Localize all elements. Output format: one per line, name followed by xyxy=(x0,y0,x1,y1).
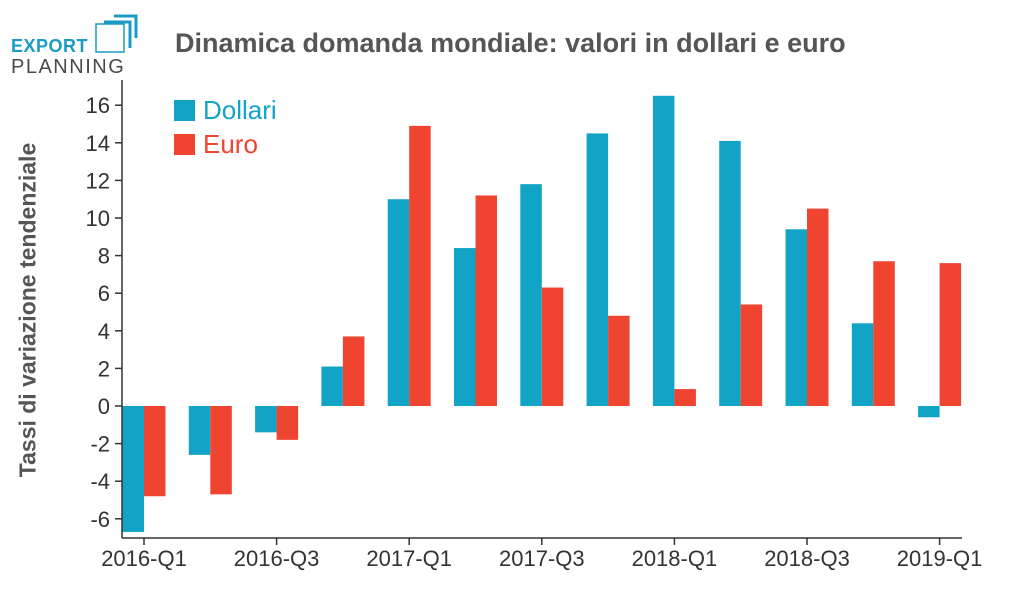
y-tick-label: 4 xyxy=(98,319,110,344)
legend-swatch-dollari xyxy=(174,100,195,121)
bar-dollari-2018-q2 xyxy=(719,140,741,407)
bar-euro-2019-q1 xyxy=(939,263,962,406)
bar-dollari-2017-q3 xyxy=(520,184,542,406)
legend-swatch-euro xyxy=(174,134,195,155)
bar-euro-2016-q3 xyxy=(276,406,299,440)
x-tick-label: 2016-Q1 xyxy=(101,546,187,571)
bar-dollari-2017-q1 xyxy=(387,199,410,406)
bar-euro-2018-q4 xyxy=(873,261,895,406)
bar-euro-2017-q3 xyxy=(541,287,564,406)
bar-dollari-2019-q1 xyxy=(918,406,940,418)
x-tick-label: 2017-Q3 xyxy=(499,546,585,571)
y-tick-label: 12 xyxy=(86,168,110,193)
bar-euro-2018-q1 xyxy=(674,389,696,406)
legend: Dollari Euro xyxy=(174,95,277,159)
x-tick-label: 2017-Q1 xyxy=(366,546,452,571)
x-tick-label: 2019-Q1 xyxy=(897,546,983,571)
y-tick-label: -6 xyxy=(90,507,110,532)
bar-dollari-2016-q4 xyxy=(321,366,343,406)
y-tick-label: 6 xyxy=(98,281,110,306)
y-tick-label: 10 xyxy=(86,206,110,231)
y-tick-label: 0 xyxy=(98,394,110,419)
chart-title: Dinamica domanda mondiale: valori in dol… xyxy=(175,28,846,58)
y-tick-label: 8 xyxy=(98,244,110,269)
logo-text-planning: PLANNING xyxy=(11,56,126,78)
bars-group xyxy=(122,95,962,532)
bar-euro-2018-q2 xyxy=(740,304,763,406)
axes-group: -6 -4 -2 0 2 4 6 8 10 12 14 16 2016-Q1 2016-Q3 2017-Q1… xyxy=(86,80,983,571)
bar-euro-2016-q4 xyxy=(342,336,365,406)
bar-euro-2017-q2 xyxy=(475,195,497,406)
x-tick-label: 2016-Q3 xyxy=(234,546,320,571)
y-tick-label: -4 xyxy=(90,469,110,494)
bar-dollari-2016-q1 xyxy=(122,406,144,532)
bar-euro-2018-q3 xyxy=(807,208,829,406)
bar-dollari-2018-q3 xyxy=(785,229,807,406)
logo-text-export: EXPORT xyxy=(11,36,89,56)
logo-mark-icon xyxy=(95,14,138,53)
bar-euro-2016-q1 xyxy=(144,406,166,497)
bar-euro-2016-q2 xyxy=(210,406,232,495)
y-tick-label: 14 xyxy=(86,131,110,156)
bar-euro-2017-q1 xyxy=(409,125,431,406)
bar-dollari-2017-q4 xyxy=(586,133,609,406)
legend-label-euro: Euro xyxy=(203,129,258,159)
bar-dollari-2018-q1 xyxy=(652,95,675,407)
y-tick-label: 2 xyxy=(98,356,110,381)
bar-dollari-2016-q2 xyxy=(188,406,211,455)
legend-label-dollari: Dollari xyxy=(203,95,277,125)
bar-dollari-2018-q4 xyxy=(851,323,874,406)
bar-dollari-2017-q2 xyxy=(454,248,476,406)
y-tick-label: -2 xyxy=(90,432,110,457)
logo: EXPORT PLANNING xyxy=(8,10,143,80)
y-tick-label: 16 xyxy=(86,93,110,118)
bar-euro-2017-q4 xyxy=(608,315,630,406)
x-tick-label: 2018-Q1 xyxy=(632,546,718,571)
x-tick-label: 2018-Q3 xyxy=(764,546,850,571)
bar-dollari-2016-q3 xyxy=(255,406,277,433)
